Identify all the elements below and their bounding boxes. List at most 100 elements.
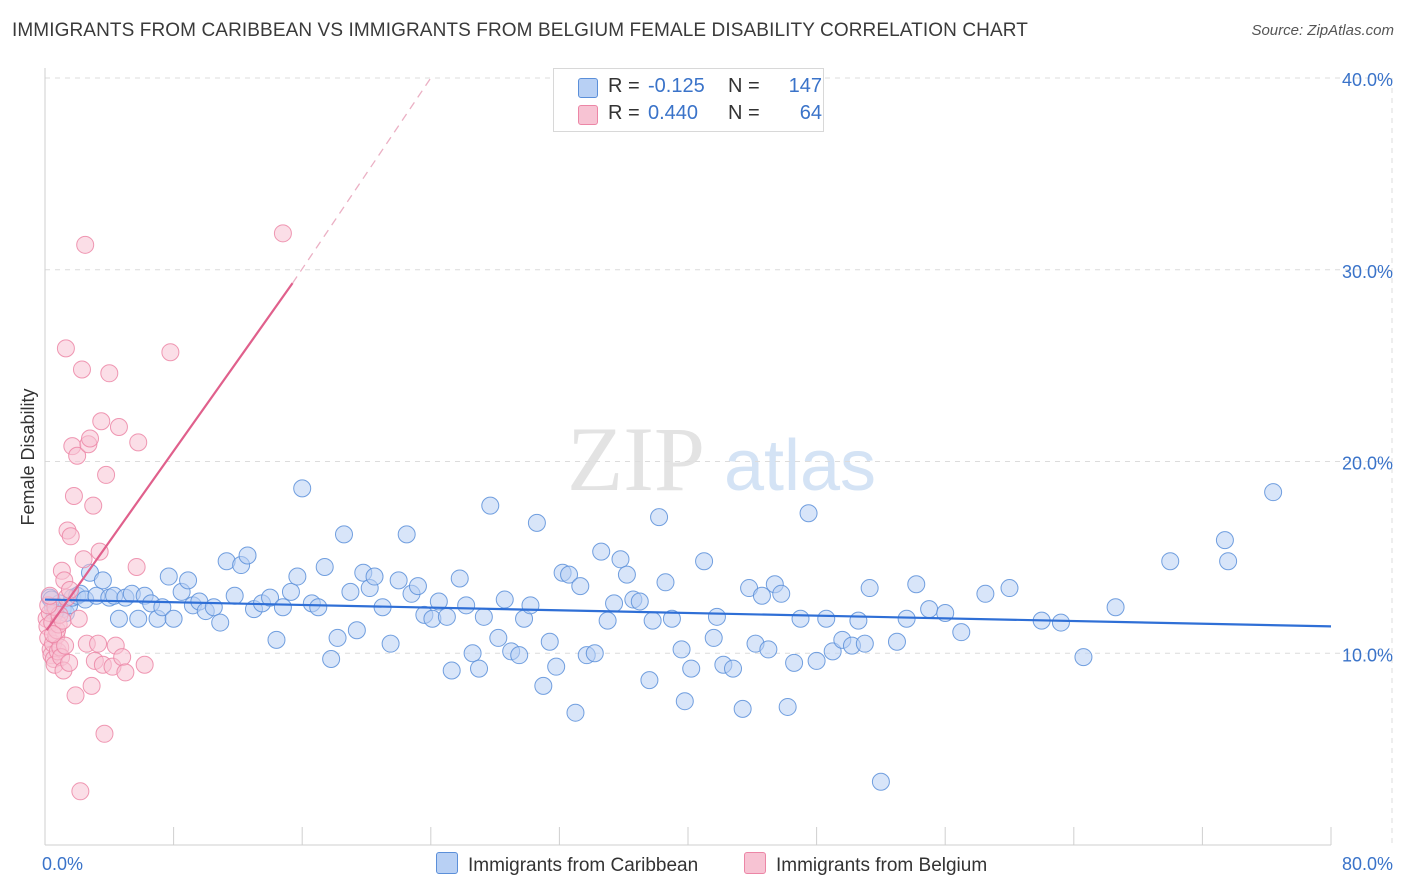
point-caribbean (920, 600, 939, 619)
y-tick-label: 20.0% (1342, 454, 1393, 474)
gridlines (45, 77, 1393, 845)
watermark-atlas: atlas (724, 426, 876, 506)
y-tick-label: 10.0% (1342, 645, 1393, 665)
point-caribbean (817, 609, 836, 628)
trend-line-belgium (45, 282, 294, 631)
y-axis-label: Female Disability (18, 388, 38, 525)
point-belgium (68, 446, 87, 465)
point-belgium (90, 542, 109, 561)
point-caribbean (328, 628, 347, 647)
point-belgium (56, 636, 75, 655)
point-caribbean (598, 611, 617, 630)
point-caribbean (397, 525, 416, 544)
point-caribbean (281, 582, 300, 601)
point-caribbean (799, 504, 818, 523)
point-caribbean (495, 590, 514, 609)
point-caribbean (334, 525, 353, 544)
point-caribbean (288, 567, 307, 586)
point-caribbean (823, 642, 842, 661)
point-belgium (56, 339, 75, 358)
point-belgium (61, 527, 80, 546)
point-caribbean (611, 550, 630, 569)
point-belgium (95, 724, 114, 743)
point-belgium (89, 634, 108, 653)
point-caribbean (1219, 552, 1238, 571)
point-belgium (92, 412, 111, 431)
point-caribbean (273, 598, 292, 617)
point-belgium (127, 557, 146, 576)
trend-line-belgium-extension (292, 77, 432, 284)
point-caribbean (772, 584, 791, 603)
point-caribbean (752, 586, 771, 605)
point-caribbean (347, 621, 366, 640)
point-caribbean (437, 607, 456, 626)
point-caribbean (267, 630, 286, 649)
point-caribbean (159, 567, 178, 586)
point-caribbean (521, 596, 540, 615)
point-caribbean (322, 650, 341, 669)
point-caribbean (489, 628, 508, 647)
bottom-legend-belgium: Immigrants from Belgium (744, 852, 987, 877)
point-belgium (64, 487, 83, 506)
point-caribbean (315, 557, 334, 576)
point-belgium (135, 655, 154, 674)
point-caribbean (1074, 648, 1093, 667)
point-caribbean (389, 571, 408, 590)
point-caribbean (429, 592, 448, 611)
correlation-legend: R = -0.125 N = 147 R = 0.440 N = 64 (553, 68, 824, 132)
point-caribbean (560, 565, 579, 584)
point-caribbean (571, 577, 590, 596)
point-belgium (100, 364, 119, 383)
point-caribbean (907, 575, 926, 594)
legend-r-label: R = (608, 102, 640, 124)
point-belgium (129, 433, 148, 452)
point-caribbean (179, 571, 198, 590)
point-belgium (66, 686, 85, 705)
point-belgium (69, 609, 88, 628)
point-caribbean (807, 651, 826, 670)
point-caribbean (1051, 613, 1070, 632)
point-caribbean (1000, 579, 1019, 598)
point-caribbean (109, 609, 128, 628)
point-caribbean (341, 582, 360, 601)
point-belgium (273, 224, 292, 243)
point-caribbean (650, 508, 669, 527)
point-caribbean (704, 628, 723, 647)
point-caribbean (952, 623, 971, 642)
point-belgium (44, 625, 63, 644)
legend-r-label: R = (608, 75, 640, 97)
point-caribbean (527, 513, 546, 532)
point-caribbean (463, 644, 482, 663)
watermark: ZIP atlas (567, 408, 876, 510)
point-belgium (109, 417, 128, 436)
point-caribbean (534, 676, 553, 695)
point-caribbean (887, 632, 906, 651)
point-caribbean (860, 579, 879, 598)
point-caribbean (1264, 483, 1283, 502)
point-caribbean (662, 609, 681, 628)
point-caribbean (129, 609, 148, 628)
point-belgium (74, 550, 93, 569)
point-caribbean (855, 634, 874, 653)
chart-source: Source: ZipAtlas.com (1251, 22, 1394, 39)
point-caribbean (1215, 531, 1234, 550)
legend-r-value: 0.440 (648, 102, 699, 124)
point-belgium (72, 360, 91, 379)
trend-line-caribbean (44, 598, 1332, 628)
point-caribbean (470, 659, 489, 678)
point-caribbean (211, 613, 230, 632)
point-caribbean (442, 661, 461, 680)
point-caribbean (261, 588, 280, 607)
point-belgium (76, 235, 95, 254)
point-caribbean (540, 632, 559, 651)
legend-n-value: 64 (799, 102, 822, 124)
point-caribbean (1161, 552, 1180, 571)
point-belgium (40, 586, 59, 605)
tick-labels: 10.0% 20.0% 30.0% 40.0% 0.0% 80.0% (42, 70, 1393, 874)
point-caribbean (450, 569, 469, 588)
point-belgium (82, 676, 101, 695)
point-caribbean (733, 699, 752, 718)
x-tick-label: 80.0% (1342, 854, 1393, 874)
watermark-zip: ZIP (567, 408, 705, 510)
